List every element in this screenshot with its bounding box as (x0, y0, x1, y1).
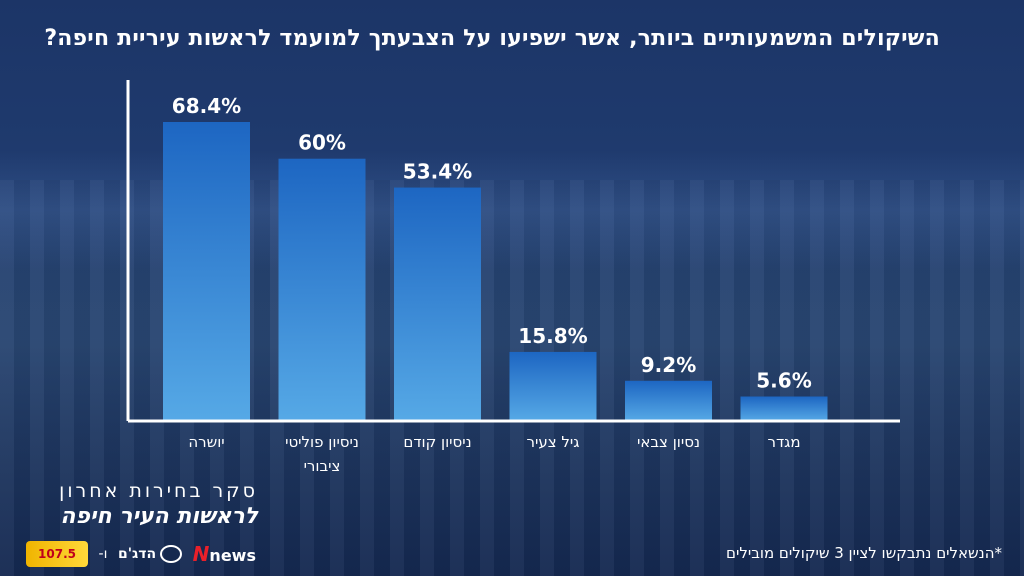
data-label-0: 68.4% (172, 94, 241, 118)
category-label-5: מגדר (767, 433, 800, 451)
brand-line-1: סקר בחירות אחרון (59, 480, 258, 502)
dtg-logo: הדג'ם (117, 545, 183, 563)
logo-separator: -ו (98, 546, 108, 562)
category-label-2: ניסיון קודם (403, 433, 471, 451)
category-label-4: נסיון צבאי (637, 433, 700, 451)
bar-4 (625, 380, 712, 421)
data-label-5: 5.6% (756, 369, 811, 393)
brand-line-2: לראשות העיר חיפה (60, 504, 258, 529)
category-label-1: ניסיון פוליטי ציבורי (285, 433, 359, 475)
dtg-logo-text: הדג'ם (117, 546, 157, 562)
dtg-swirl-icon (160, 545, 183, 563)
logo-strip: 107.5 -ו הדג'ם Nnews (26, 540, 256, 568)
category-label-3: גיל צעיר (527, 433, 580, 451)
radio-haifa-logo: 107.5 (26, 541, 88, 567)
data-label-3: 15.8% (518, 324, 587, 348)
bar-0 (163, 122, 250, 421)
survey-brand: סקר בחירות אחרון לראשות העיר חיפה (28, 480, 258, 529)
bar-1 (278, 158, 366, 421)
data-label-1: 60% (298, 131, 346, 155)
news-logo: Nnews (193, 542, 256, 566)
footnote: *הנשאלים נתבקשו לציין 3 שיקולים מובילים (726, 544, 1002, 562)
bar-3 (509, 351, 597, 421)
data-label-4: 9.2% (641, 353, 696, 377)
category-label-0: יושרה (188, 433, 224, 451)
bar-5 (740, 396, 828, 421)
data-label-2: 53.4% (403, 160, 472, 184)
bar-2 (394, 187, 481, 421)
news-logo-text: news (209, 546, 256, 565)
chart-title: השיקולים המשמעותיים ביותר, אשר ישפיעו על… (44, 26, 940, 51)
news-n-icon: N (192, 542, 210, 566)
